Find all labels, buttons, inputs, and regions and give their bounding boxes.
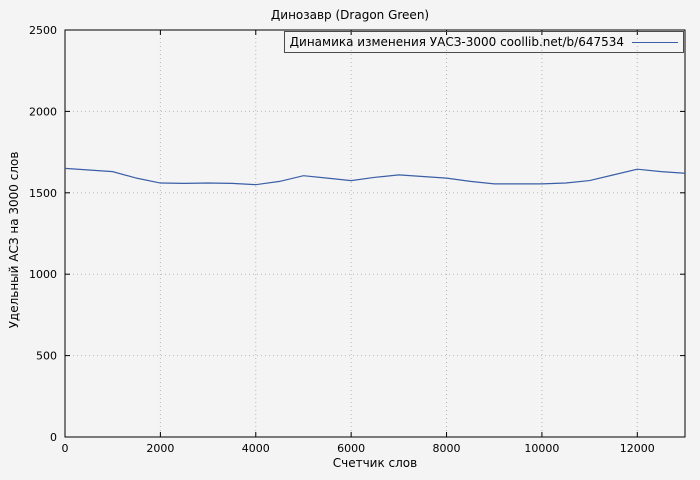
y-tick-label: 1500: [29, 187, 57, 200]
x-tick-label: 6000: [337, 442, 365, 455]
y-tick-label: 0: [50, 431, 57, 444]
x-tick-label: 10000: [524, 442, 559, 455]
x-tick-label: 8000: [433, 442, 461, 455]
x-tick-label: 2000: [146, 442, 174, 455]
legend-line-sample-icon: [632, 41, 678, 43]
x-tick-label: 12000: [620, 442, 655, 455]
chart-title: Динозавр (Dragon Green): [270, 8, 430, 22]
plot-border: [64, 29, 686, 438]
legend-label: Динамика изменения УАСЗ-3000 coollib.net…: [289, 35, 624, 49]
y-tick-label: 2500: [29, 24, 57, 37]
y-tick-label: 1000: [29, 268, 57, 281]
x-tick-label: 0: [62, 442, 69, 455]
series-line: [64, 167, 686, 186]
x-axis-label: Счетчик слов: [332, 456, 418, 470]
y-tick-label: 2000: [29, 105, 57, 118]
legend: Динамика изменения УАСЗ-3000 coollib.net…: [283, 31, 684, 53]
y-tick-label: 500: [36, 350, 57, 363]
x-tick-label: 4000: [242, 442, 270, 455]
y-axis-label: Удельный АСЗ на 3000 слов: [7, 151, 21, 329]
